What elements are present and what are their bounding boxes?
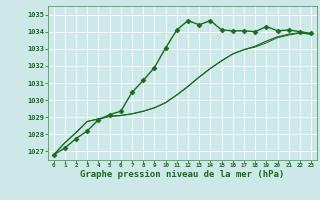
X-axis label: Graphe pression niveau de la mer (hPa): Graphe pression niveau de la mer (hPa) bbox=[80, 170, 284, 179]
